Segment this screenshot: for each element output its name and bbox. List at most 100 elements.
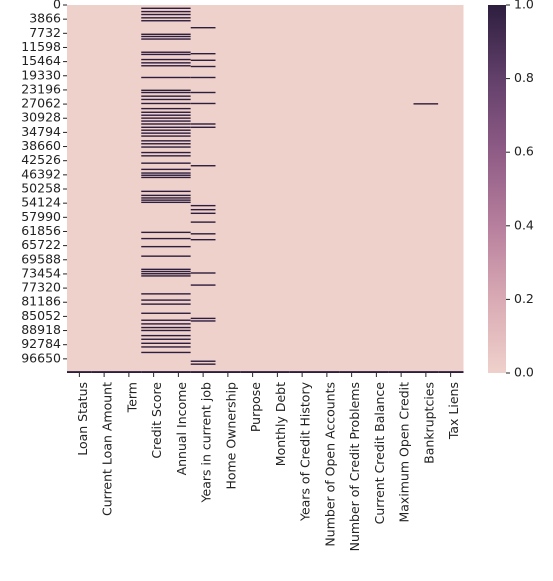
- cell-missing: [141, 176, 166, 179]
- x-tick-label: Current Credit Balance: [372, 382, 387, 525]
- cell-missing-tail: [141, 371, 167, 373]
- y-tick-label: 96650: [21, 350, 61, 365]
- cell-missing: [166, 237, 191, 240]
- cell-missing-tail: [91, 371, 117, 373]
- x-tick-label: Loan Status: [75, 382, 90, 456]
- cell-missing: [141, 245, 166, 248]
- cell-missing-tail: [166, 371, 192, 373]
- cell-missing: [166, 20, 191, 22]
- cell-missing: [413, 103, 439, 105]
- cell-missing: [166, 172, 191, 174]
- cell-missing: [141, 197, 166, 199]
- cell-missing: [141, 338, 166, 340]
- x-tick-label: Annual Income: [174, 382, 189, 476]
- cell-missing: [141, 91, 166, 94]
- y-tick-label: 81186: [21, 294, 61, 309]
- x-tick-label: Purpose: [248, 382, 263, 432]
- cell-missing: [166, 10, 191, 13]
- cell-missing: [190, 52, 216, 55]
- y-tick-label: 27062: [21, 96, 61, 111]
- x-tick-label: Credit Score: [149, 382, 164, 459]
- cell-missing: [141, 231, 166, 234]
- cell-missing: [141, 76, 166, 79]
- cell-missing: [141, 20, 166, 22]
- cell-missing: [166, 53, 191, 56]
- cell-missing: [190, 208, 216, 211]
- cell-present: [67, 5, 93, 373]
- cell-present: [91, 5, 117, 373]
- cell-missing: [166, 62, 191, 64]
- cell-missing: [141, 155, 166, 157]
- cell-missing: [141, 146, 166, 148]
- colorbar: 0.0 0.2 0.4 0.6 0.8 1.0: [488, 0, 534, 380]
- cell-missing: [141, 58, 166, 61]
- cell-missing: [166, 98, 191, 101]
- cell-missing: [141, 273, 166, 275]
- cell-missing: [141, 53, 166, 56]
- cell-missing: [141, 168, 166, 171]
- heatmap-column-credit-score: [141, 5, 167, 373]
- heatmap-column-purpose: [240, 5, 266, 373]
- cell-missing: [190, 59, 216, 61]
- y-tick-label: 57990: [21, 209, 61, 224]
- cell-missing: [190, 272, 216, 274]
- cell-missing: [141, 140, 166, 142]
- colorbar-tick-label: 0.4: [514, 217, 534, 232]
- heatmap-column-current-loan-amount: [91, 5, 117, 373]
- colorbar-tick-label: 0.6: [514, 144, 534, 159]
- cell-missing: [166, 126, 191, 128]
- colorbar-tick-label: 0.0: [514, 365, 534, 380]
- cell-missing: [141, 199, 166, 201]
- x-tick-label: Number of Credit Problems: [347, 382, 362, 551]
- cell-missing: [166, 299, 191, 301]
- cell-missing: [166, 326, 191, 329]
- cell-missing: [141, 275, 166, 277]
- cell-missing: [190, 76, 216, 79]
- cell-missing-tail: [116, 371, 142, 373]
- cell-missing-tail: [215, 371, 241, 373]
- cell-present: [364, 5, 390, 373]
- y-tick-label: 92784: [21, 336, 61, 351]
- cell-present: [339, 5, 365, 373]
- cell-missing: [166, 273, 191, 275]
- cell-missing: [141, 334, 166, 337]
- cell-missing: [141, 162, 166, 164]
- cell-missing: [166, 143, 191, 145]
- cell-missing: [141, 117, 166, 119]
- cell-missing: [190, 65, 216, 68]
- cell-missing: [141, 38, 166, 40]
- cell-present: [314, 5, 340, 373]
- cell-missing: [190, 221, 216, 223]
- y-tick-label: 73454: [21, 265, 61, 280]
- cell-missing: [141, 102, 166, 105]
- y-tick-label: 69588: [21, 251, 61, 266]
- heatmap-column-annual-income: [166, 5, 192, 373]
- cell-missing: [141, 62, 166, 64]
- cell-missing: [141, 194, 166, 197]
- cell-missing: [141, 7, 166, 9]
- cell-missing: [141, 17, 166, 19]
- cell-missing: [166, 33, 191, 35]
- heatmap-column-years-of-credit-history: [289, 5, 315, 373]
- cell-missing: [141, 342, 166, 344]
- cell-missing: [141, 174, 166, 176]
- cell-missing: [166, 268, 191, 271]
- x-tick-label: Monthly Debt: [273, 382, 288, 466]
- y-tick-label: 54124: [21, 195, 61, 210]
- cell-missing: [166, 194, 191, 197]
- cell-missing: [166, 7, 191, 9]
- cell-missing: [141, 237, 166, 240]
- x-tick-label: Maximum Open Credit: [397, 382, 412, 523]
- cell-missing: [166, 65, 191, 67]
- cell-missing: [141, 201, 166, 204]
- heatmap-column-home-ownership: [215, 5, 241, 373]
- y-tick-label: 77320: [21, 280, 61, 295]
- cell-missing-tail: [240, 371, 266, 373]
- cell-missing: [141, 135, 166, 137]
- cell-missing: [141, 13, 166, 16]
- cell-missing: [190, 126, 216, 128]
- cell-missing: [141, 89, 166, 92]
- heatmap-column-loan-status: [67, 5, 93, 373]
- cell-missing: [166, 174, 191, 176]
- cell-missing: [141, 346, 166, 348]
